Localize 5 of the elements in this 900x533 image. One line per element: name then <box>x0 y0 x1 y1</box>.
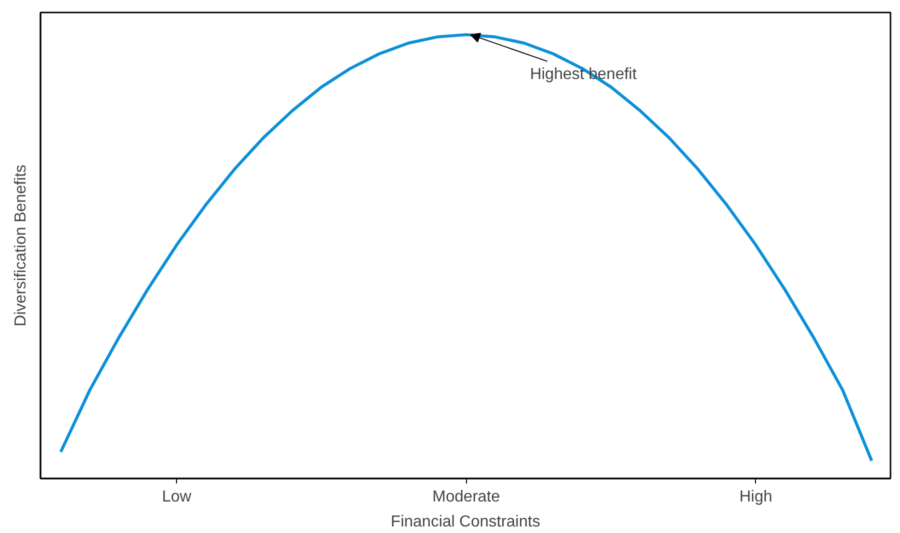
x-tick-label: Moderate <box>432 488 500 506</box>
x-tick-label: High <box>739 488 772 506</box>
x-axis-title: Financial Constraints <box>390 514 540 530</box>
y-axis-title: Diversification Benefits <box>12 164 30 326</box>
x-tick-label: Low <box>162 488 192 506</box>
